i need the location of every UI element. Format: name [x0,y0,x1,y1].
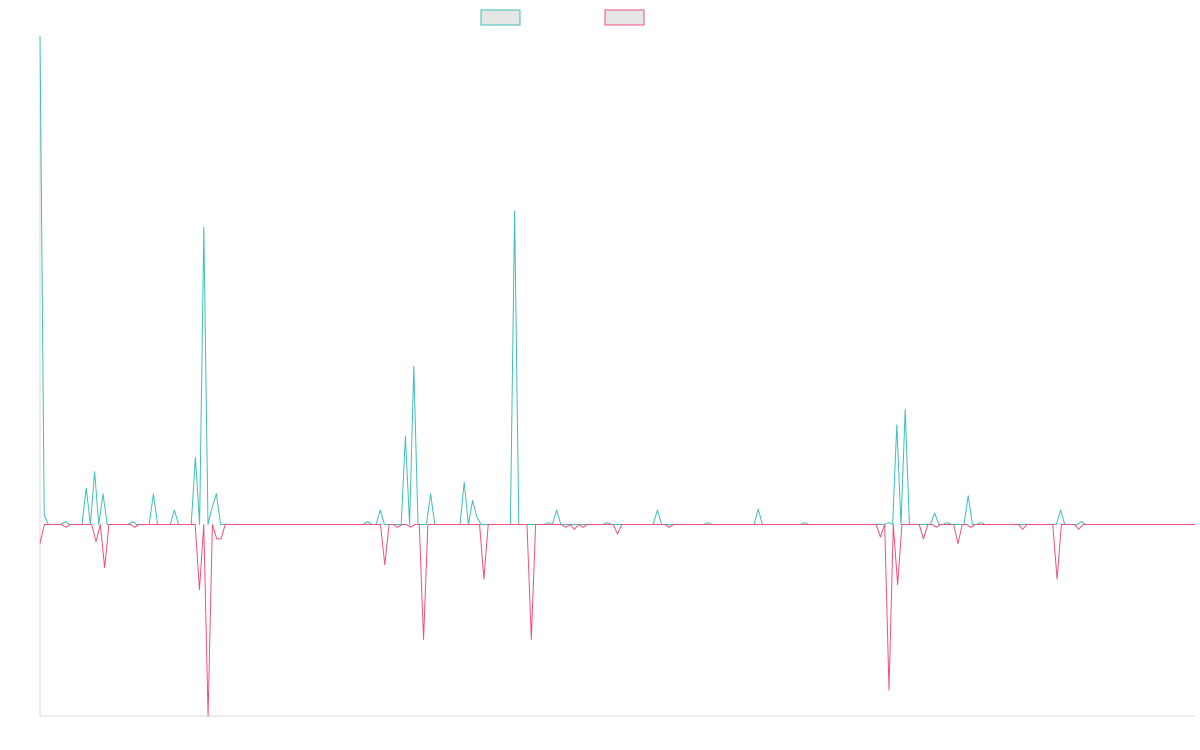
series-group [39,35,1195,717]
series-line-1 [39,35,1195,525]
legend-swatch-1[interactable] [480,9,521,26]
series-line-2 [39,523,1195,717]
legend-swatch-2[interactable] [604,9,645,26]
legend [480,9,645,26]
